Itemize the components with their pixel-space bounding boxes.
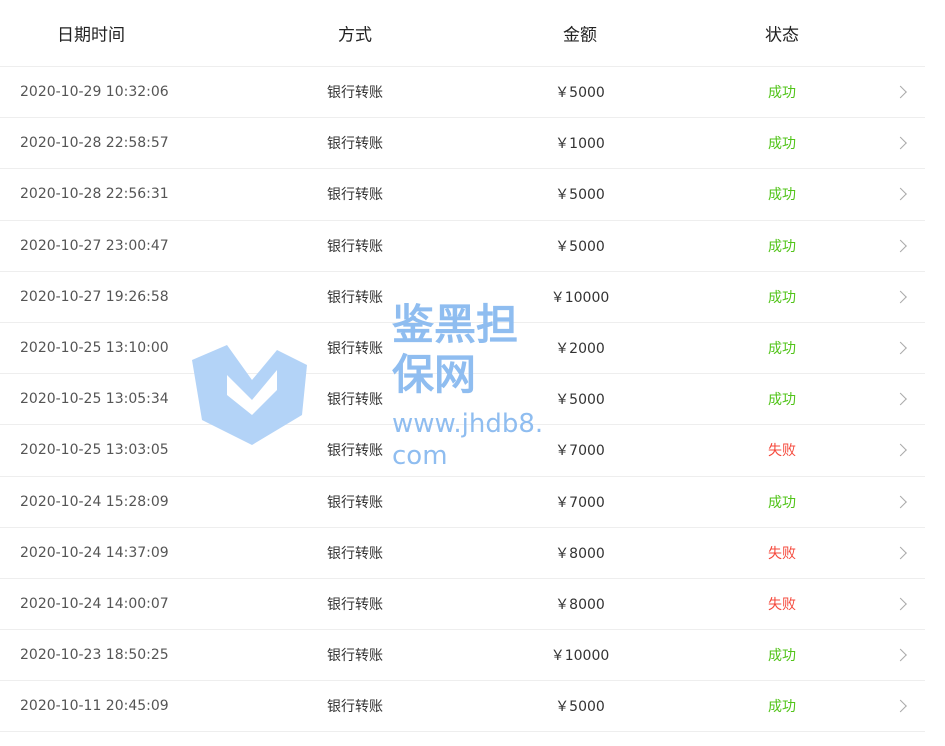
chevron-right-icon[interactable] [894,239,907,253]
row-amount: ￥5000 [555,392,605,409]
row-amount: ￥7000 [555,443,605,460]
row-amount: ￥2000 [555,341,605,358]
row-status: 成功 [768,392,796,409]
row-method: 银行转账 [327,341,383,358]
row-status: 成功 [768,136,796,153]
row-amount: ￥8000 [555,596,605,613]
row-amount: ￥10000 [550,289,610,306]
chevron-right-icon[interactable] [894,188,907,201]
row-amount: ￥1000 [555,136,605,153]
row-date: 2020-10-25 13:03:05 [20,442,169,459]
row-method: 银行转账 [327,238,383,255]
header-date: 日期时间 [57,25,125,46]
table-row[interactable]: 2020-10-25 13:05:34 银行转账 ￥5000 成功 [0,374,925,426]
table-row[interactable]: 2020-10-27 23:00:47 银行转账 ￥5000 成功 [0,221,925,272]
table-row[interactable]: 2020-10-25 13:03:05 银行转账 ￥7000 失败 [0,425,925,477]
row-status: 失败 [768,545,796,562]
row-date: 2020-10-27 19:26:58 [20,288,169,305]
table-row[interactable]: 2020-10-25 13:10:00 银行转账 ￥2000 成功 [0,323,925,375]
row-status: 成功 [768,289,796,306]
row-date: 2020-10-28 22:56:31 [20,186,169,203]
row-method: 银行转账 [327,545,383,562]
row-status: 成功 [768,238,796,255]
row-amount: ￥7000 [555,494,605,511]
table-row[interactable]: 2020-10-28 22:58:57 银行转账 ￥1000 成功 [0,118,925,170]
table-row[interactable]: 2020-10-29 10:32:06 银行转账 ￥5000 成功 [0,67,925,119]
table-row[interactable]: 2020-10-24 14:00:07 银行转账 ￥8000 失败 [0,579,925,631]
header-method: 方式 [338,25,372,46]
row-date: 2020-10-28 22:58:57 [20,135,169,152]
row-method: 银行转账 [327,443,383,460]
row-date: 2020-10-24 14:37:09 [20,544,169,561]
table-row[interactable]: 2020-10-28 22:56:31 银行转账 ￥5000 成功 [0,169,925,221]
row-date: 2020-10-25 13:10:00 [20,340,169,357]
chevron-right-icon[interactable] [894,136,907,150]
row-date: 2020-10-24 14:00:07 [20,595,169,612]
row-date: 2020-10-23 18:50:25 [20,647,169,664]
transaction-table: 日期时间 方式 金额 状态 2020-10-29 10:32:06 银行转账 ￥… [0,0,925,733]
chevron-right-icon[interactable] [894,392,907,406]
chevron-right-icon[interactable] [894,699,907,713]
table-row[interactable]: 2020-10-24 15:28:09 银行转账 ￥7000 成功 [0,477,925,528]
chevron-right-icon[interactable] [894,85,907,99]
row-method: 银行转账 [327,85,383,102]
chevron-right-icon[interactable] [894,495,907,508]
row-status: 成功 [768,187,796,204]
row-status: 失败 [768,596,796,613]
row-status: 失败 [768,443,796,460]
header-status: 状态 [765,25,799,46]
table-header: 日期时间 方式 金额 状态 [0,0,925,67]
row-date: 2020-10-25 13:05:34 [20,391,169,408]
table-row[interactable]: 2020-10-24 14:37:09 银行转账 ￥8000 失败 [0,528,925,579]
row-amount: ￥5000 [555,85,605,102]
row-status: 成功 [768,85,796,102]
row-method: 银行转账 [327,596,383,613]
row-status: 成功 [768,341,796,358]
chevron-right-icon[interactable] [894,648,907,662]
row-method: 银行转账 [327,289,383,306]
chevron-right-icon[interactable] [894,290,907,304]
row-date: 2020-10-29 10:32:06 [20,84,169,101]
chevron-right-icon[interactable] [894,546,907,560]
chevron-right-icon[interactable] [894,444,907,457]
row-date: 2020-10-24 15:28:09 [20,493,169,510]
row-status: 成功 [768,648,796,665]
chevron-right-icon[interactable] [894,597,907,611]
table-row[interactable]: 2020-10-27 19:26:58 银行转账 ￥10000 成功 [0,272,925,323]
row-method: 银行转账 [327,187,383,204]
header-amount: 金额 [563,25,597,46]
row-amount: ￥5000 [555,238,605,255]
row-amount: ￥5000 [555,699,605,716]
row-method: 银行转账 [327,136,383,153]
row-status: 成功 [768,699,796,716]
row-method: 银行转账 [327,699,383,716]
row-amount: ￥8000 [555,545,605,562]
row-date: 2020-10-27 23:00:47 [20,237,169,254]
table-row[interactable]: 2020-10-23 18:50:25 银行转账 ￥10000 成功 [0,630,925,682]
row-method: 银行转账 [327,494,383,511]
row-status: 成功 [768,494,796,511]
table-row[interactable]: 2020-10-11 20:45:09 银行转账 ￥5000 成功 [0,681,925,733]
row-amount: ￥10000 [550,648,610,665]
row-date: 2020-10-11 20:45:09 [20,698,169,715]
chevron-right-icon[interactable] [894,341,907,355]
row-method: 银行转账 [327,648,383,665]
row-method: 银行转账 [327,392,383,409]
row-amount: ￥5000 [555,187,605,204]
